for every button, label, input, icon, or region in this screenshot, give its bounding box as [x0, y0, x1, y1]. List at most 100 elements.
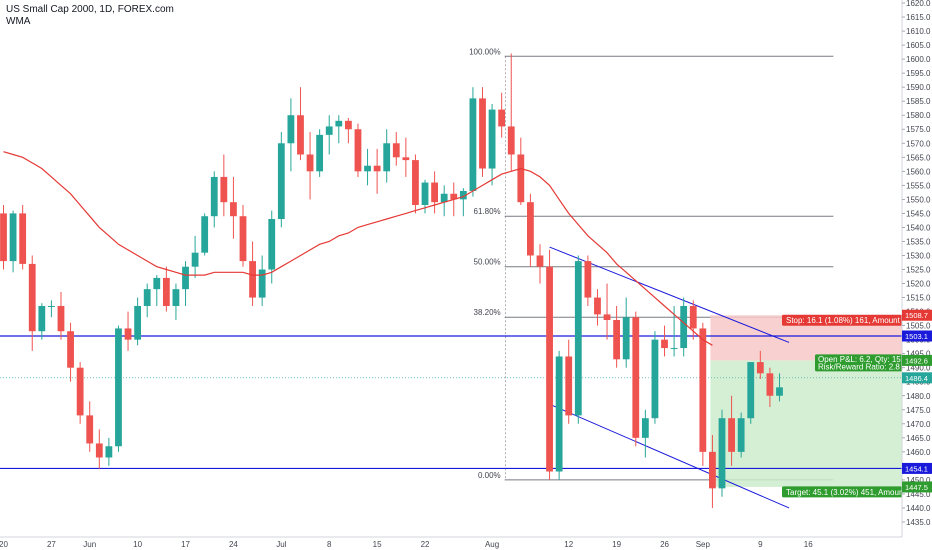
candle-up	[488, 103, 496, 186]
price-axis-tag-bg	[902, 309, 932, 321]
candle-body	[105, 446, 113, 458]
candle-down	[124, 311, 132, 351]
candle-body	[450, 193, 458, 200]
candle-up	[258, 255, 266, 306]
target-label-bg	[782, 486, 902, 498]
candle-up	[383, 129, 391, 183]
fib-level-label: 0.00%	[478, 471, 501, 480]
candle-body	[412, 160, 419, 205]
candle-up	[172, 283, 180, 321]
candle-down	[613, 305, 621, 368]
candle-down	[756, 350, 764, 379]
y-tick-label: 1575.0	[906, 125, 931, 134]
candle-body	[402, 157, 410, 161]
candle-body	[641, 418, 649, 438]
candle-body	[709, 451, 716, 489]
price-axis-tag: 1508.7	[902, 309, 932, 321]
x-tick-label: Aug	[485, 540, 499, 549]
price-axis[interactable]: 1435.01440.01445.01450.01455.01460.01465…	[901, 0, 932, 550]
candle-body	[306, 154, 314, 172]
candle-body	[383, 143, 391, 172]
price-axis-bg	[902, 0, 932, 550]
candle-body	[268, 219, 276, 270]
x-tick-label: 8	[327, 540, 332, 549]
horizontal-lines[interactable]	[0, 335, 902, 470]
price-axis-tag: 1492.6	[902, 354, 932, 366]
y-tick-label: 1570.0	[906, 139, 931, 148]
candle-body	[201, 216, 209, 253]
y-tick-label: 1605.0	[906, 41, 931, 50]
stop-label: Stop: 16.1 (1.08%) 161, Amount	[782, 314, 902, 326]
candle-up	[325, 115, 333, 155]
candle-down	[498, 92, 506, 138]
candle-up	[622, 297, 630, 368]
x-tick-label: 20	[0, 540, 8, 549]
candle-down	[392, 132, 400, 166]
candle-body	[469, 98, 477, 191]
candle-up	[747, 362, 755, 424]
candle-up	[191, 235, 199, 278]
y-tick-label: 1495.0	[906, 350, 931, 359]
candle-down	[412, 154, 419, 214]
candle-down	[527, 193, 534, 267]
price-axis-tag-bg	[902, 330, 932, 342]
y-tick-label: 1525.0	[906, 266, 931, 275]
candle-up	[48, 300, 55, 318]
candle-down	[603, 283, 611, 340]
candle-down	[57, 291, 65, 340]
time-axis-bg	[0, 537, 932, 550]
candle-body	[680, 305, 688, 349]
candle-body	[239, 216, 247, 262]
candle-body	[728, 418, 735, 452]
candle-down	[507, 53, 515, 172]
price-axis-tag: 1503.1	[902, 330, 932, 342]
y-tick-label: 1615.0	[906, 13, 931, 22]
candle-down	[306, 132, 314, 200]
position-zones[interactable]	[710, 315, 902, 487]
y-tick-label: 1565.0	[906, 153, 931, 162]
candle-body	[488, 109, 496, 169]
candle-down	[594, 289, 601, 326]
time-axis[interactable]: 20 27 Jun 10 17 24 Jul 8 15 22 Aug 12 19 26 Sep 9 16	[0, 536, 932, 550]
candle-down	[661, 325, 668, 357]
candle-up	[440, 185, 448, 217]
candle-body	[517, 154, 525, 203]
candle-body	[718, 418, 726, 489]
x-tick-label: 17	[181, 540, 190, 549]
y-tick-label: 1545.0	[906, 209, 931, 218]
candle-body	[172, 289, 180, 306]
price-axis-tag-text: 1492.6	[905, 356, 928, 365]
candle-up	[364, 148, 371, 186]
candle-down	[76, 362, 84, 424]
candle-down	[373, 148, 381, 194]
candle-up	[287, 98, 295, 172]
y-tick-label: 1550.0	[906, 195, 931, 204]
candle-up	[182, 261, 189, 306]
channel-lower-line[interactable]	[549, 403, 790, 509]
y-tick-label: 1585.0	[906, 97, 931, 106]
candle-body	[546, 266, 553, 472]
y-tick-label: 1480.0	[906, 392, 931, 401]
candle-body	[613, 320, 621, 360]
candle-down	[86, 401, 94, 452]
candle-body	[661, 339, 668, 349]
candle-down	[28, 255, 36, 351]
candle-body	[258, 269, 266, 298]
candle-body	[134, 305, 142, 340]
x-tick-label: 19	[612, 540, 621, 549]
candle-body	[747, 362, 755, 419]
indicator-label: WMA	[6, 16, 31, 27]
candle-up	[316, 129, 324, 177]
candle-down	[728, 395, 735, 466]
price-axis-tag: 1486.4	[902, 372, 932, 384]
candle-body	[555, 356, 563, 472]
x-tick-label: 27	[47, 540, 56, 549]
pnl-label-bg	[815, 354, 902, 372]
candle-body	[354, 129, 362, 172]
candle-up	[134, 297, 142, 346]
candle-body	[392, 143, 400, 158]
pnl-text: Open P&L: 6.2, Qty: 15	[818, 355, 901, 364]
candle-body	[527, 202, 534, 256]
